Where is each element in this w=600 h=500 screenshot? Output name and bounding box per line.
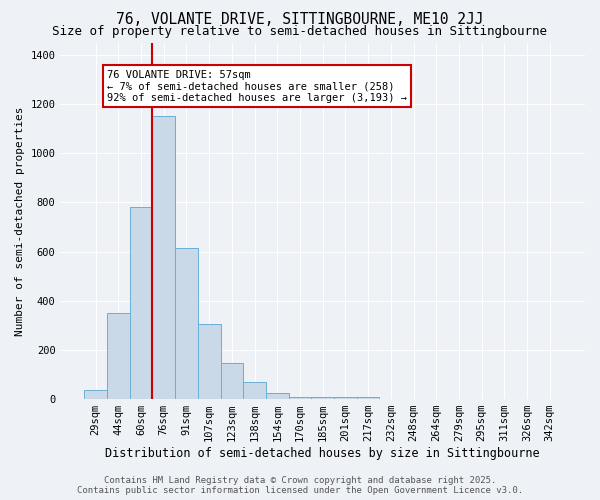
Bar xyxy=(334,396,357,399)
Bar xyxy=(357,397,379,399)
Text: Contains HM Land Registry data © Crown copyright and database right 2025.
Contai: Contains HM Land Registry data © Crown c… xyxy=(77,476,523,495)
Bar xyxy=(130,208,152,399)
Bar xyxy=(198,324,221,399)
Text: 76, VOLANTE DRIVE, SITTINGBOURNE, ME10 2JJ: 76, VOLANTE DRIVE, SITTINGBOURNE, ME10 2… xyxy=(116,12,484,28)
Text: 76 VOLANTE DRIVE: 57sqm
← 7% of semi-detached houses are smaller (258)
92% of se: 76 VOLANTE DRIVE: 57sqm ← 7% of semi-det… xyxy=(107,70,407,103)
Bar xyxy=(311,396,334,399)
Text: Size of property relative to semi-detached houses in Sittingbourne: Size of property relative to semi-detach… xyxy=(53,25,548,38)
Bar xyxy=(152,116,175,399)
Bar xyxy=(289,396,311,399)
Bar xyxy=(243,382,266,399)
Bar xyxy=(266,393,289,399)
Y-axis label: Number of semi-detached properties: Number of semi-detached properties xyxy=(15,106,25,336)
Bar xyxy=(221,364,243,399)
X-axis label: Distribution of semi-detached houses by size in Sittingbourne: Distribution of semi-detached houses by … xyxy=(106,447,540,460)
Bar xyxy=(175,248,198,399)
Bar xyxy=(107,313,130,399)
Bar xyxy=(84,390,107,399)
